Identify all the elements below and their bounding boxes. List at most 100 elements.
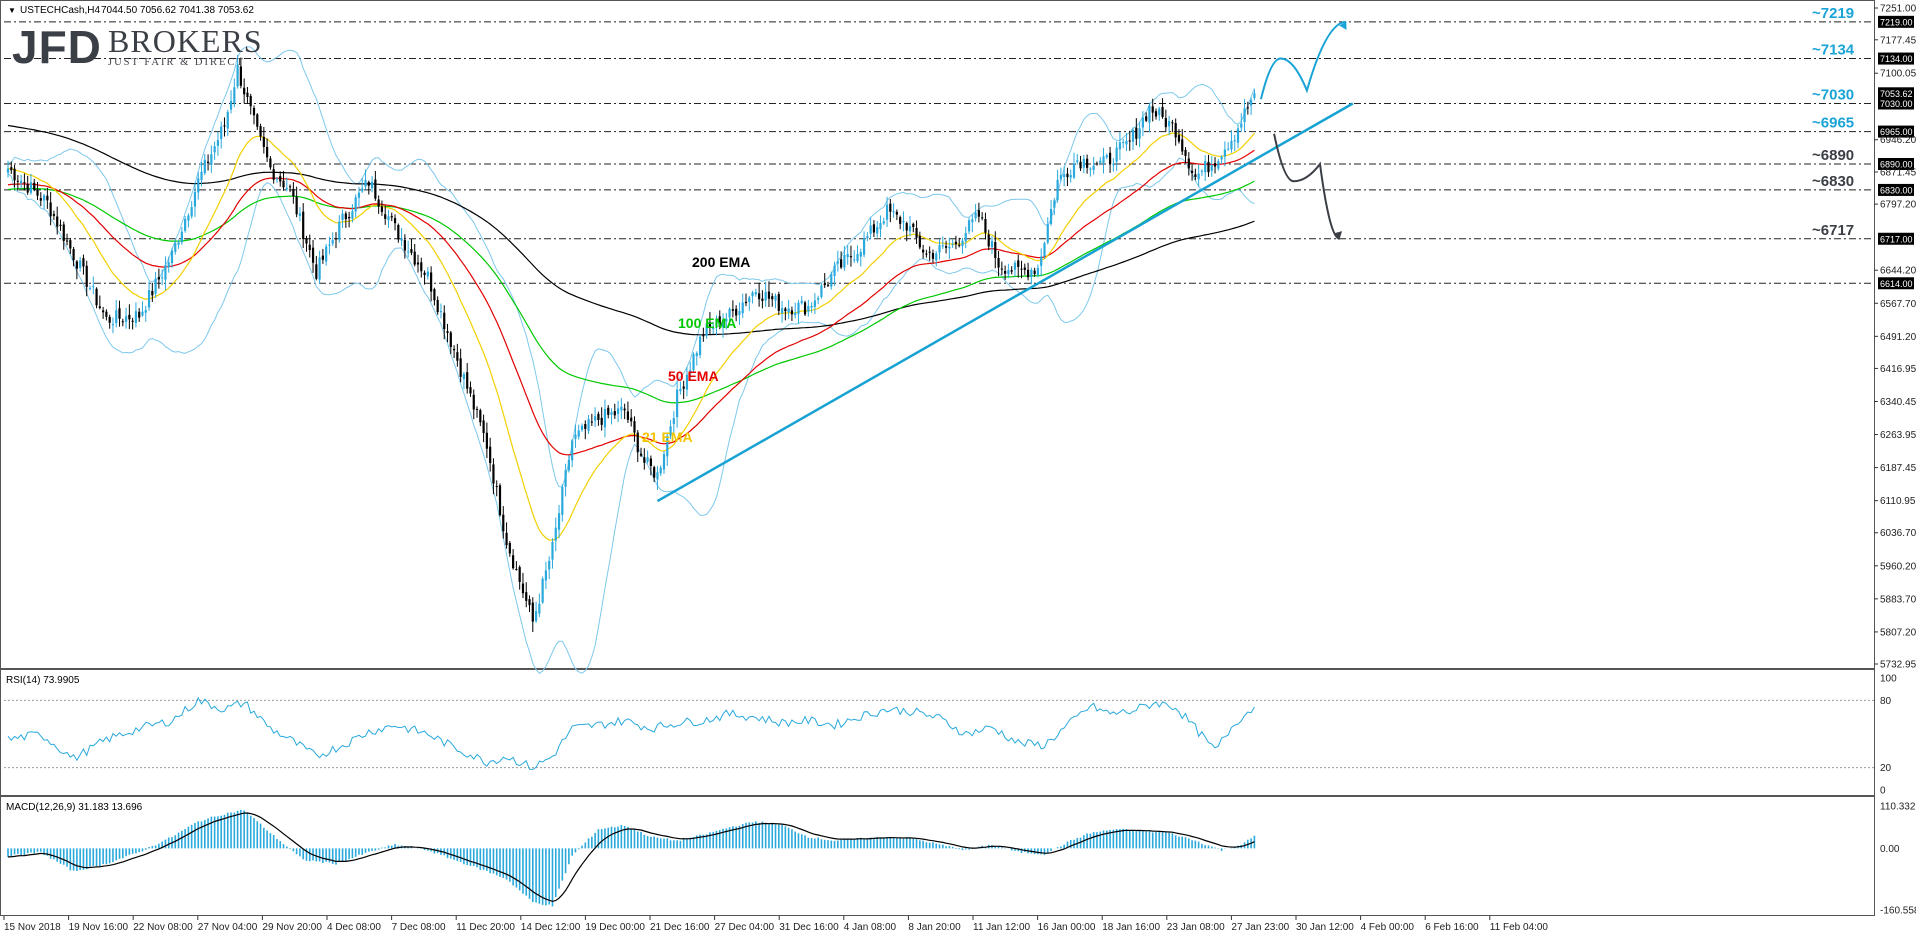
candle-body xyxy=(761,298,764,301)
candle-body xyxy=(102,310,105,313)
candle-body xyxy=(13,168,16,181)
axis-tag-5: 6830.00 xyxy=(1880,185,1913,195)
date-tick-label: 4 Feb 00:00 xyxy=(1361,922,1415,933)
candle-body xyxy=(20,180,23,184)
candle-body xyxy=(1102,156,1105,163)
candle-body xyxy=(1026,269,1030,278)
candle-body xyxy=(49,202,52,217)
candle-body xyxy=(400,238,403,241)
candle-body xyxy=(426,271,429,277)
date-tick-label: 27 Dec 04:00 xyxy=(715,922,775,933)
ema100-label: 100 EMA xyxy=(678,315,736,331)
candle-body xyxy=(449,332,452,348)
candle-body xyxy=(26,184,29,193)
candle-body xyxy=(200,171,203,181)
candle-body xyxy=(557,513,561,530)
candle-body xyxy=(748,297,751,303)
candle-body xyxy=(856,254,859,262)
candle-body xyxy=(1217,161,1220,169)
candle-body xyxy=(341,213,344,221)
candle-body xyxy=(666,435,669,457)
candle-body xyxy=(607,407,610,415)
candle-body xyxy=(23,182,26,184)
price-tick-label: 6871.45 xyxy=(1880,168,1916,179)
candle-body xyxy=(646,457,649,462)
candle-body xyxy=(590,421,593,423)
date-tick-label: 11 Jan 12:00 xyxy=(973,922,1031,933)
candle-body xyxy=(105,311,108,317)
candle-body xyxy=(794,312,797,316)
candle-body xyxy=(780,308,784,314)
candle-body xyxy=(751,292,754,297)
candle-body xyxy=(731,309,734,311)
candle-body xyxy=(584,423,587,430)
candle-body xyxy=(744,301,748,304)
candle-body xyxy=(754,292,757,295)
candle-body xyxy=(905,223,908,231)
axis-tag-box-7 xyxy=(1878,277,1914,290)
candle-body xyxy=(620,406,623,411)
collapse-icon[interactable]: ▼ xyxy=(8,6,16,15)
candle-body xyxy=(75,261,78,269)
candle-body xyxy=(236,64,239,87)
candle-body xyxy=(1223,149,1226,157)
logo-brand2: BROKERS xyxy=(108,23,263,59)
candle-body xyxy=(853,259,856,261)
candle-body xyxy=(531,602,534,622)
date-tick-label: 14 Dec 12:00 xyxy=(521,922,581,933)
candle-body xyxy=(187,215,190,221)
candle-body xyxy=(613,411,616,416)
candle-body xyxy=(669,426,672,436)
candle-body xyxy=(115,310,118,324)
candle-body xyxy=(134,311,138,323)
candle-body xyxy=(1141,117,1144,128)
candle-body xyxy=(56,216,59,227)
candle-body xyxy=(1056,179,1059,200)
candle-body xyxy=(823,283,826,286)
candle-body xyxy=(656,472,659,480)
candle-body xyxy=(65,240,69,242)
candle-body xyxy=(912,223,915,228)
date-tick-label: 11 Dec 20:00 xyxy=(456,922,515,933)
candle-body xyxy=(121,321,124,323)
candle-body xyxy=(925,253,928,255)
candle-body xyxy=(876,226,879,234)
candle-body xyxy=(1207,161,1210,173)
projection-down-arrow xyxy=(1273,133,1341,240)
candle-body xyxy=(452,348,456,351)
candle-body xyxy=(1158,108,1161,116)
ema50-label: 50 EMA xyxy=(668,368,719,384)
candle-body xyxy=(626,411,630,420)
candle-body xyxy=(69,240,72,249)
candle-body xyxy=(439,311,443,313)
candle-body xyxy=(616,408,620,414)
candle-body xyxy=(489,446,492,464)
price-tick-label: 6110.95 xyxy=(1880,496,1916,507)
candle-body xyxy=(88,288,92,290)
candle-body xyxy=(895,211,898,215)
price-tick-label: 6340.45 xyxy=(1880,397,1916,408)
candle-body xyxy=(938,245,941,253)
candle-body xyxy=(1118,142,1122,150)
candle-body xyxy=(1161,106,1164,118)
projection-down-arrow-head xyxy=(1333,231,1343,239)
date-tick-label: 29 Nov 20:00 xyxy=(262,922,322,933)
candle-body xyxy=(272,169,275,180)
candle-body xyxy=(433,289,436,301)
date-tick-label: 6 Feb 16:00 xyxy=(1425,922,1479,933)
candle-body xyxy=(1174,123,1177,138)
candle-body xyxy=(443,312,446,330)
candle-body xyxy=(1108,152,1112,165)
candle-body xyxy=(548,560,551,570)
candle-body xyxy=(298,213,302,216)
candle-body xyxy=(705,323,708,336)
candle-body xyxy=(36,190,39,196)
candle-body xyxy=(157,277,160,280)
candle-body xyxy=(977,210,980,217)
candle-body xyxy=(561,486,564,515)
candle-body xyxy=(403,240,406,251)
candle-body xyxy=(328,244,331,246)
candle-body xyxy=(623,408,626,411)
candle-body xyxy=(475,408,479,410)
